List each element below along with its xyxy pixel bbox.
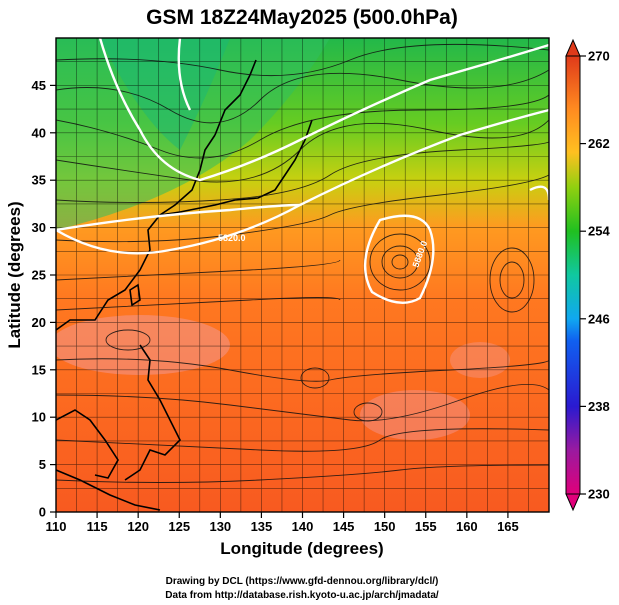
contour-5880-west — [56, 203, 301, 232]
colorbar-tick-label: 246 — [588, 311, 610, 326]
colorbar-ticks: 230 238 246 254 262 270 — [580, 49, 610, 502]
colorbar-tick-label: 262 — [588, 136, 610, 151]
streamline — [56, 259, 341, 281]
colorbar: 230 238 246 254 262 270 — [565, 38, 610, 512]
x-tick-label: 135 — [251, 519, 273, 534]
streamline — [56, 297, 341, 311]
y-tick-label: 40 — [32, 125, 46, 140]
x-tick-label: 155 — [415, 519, 437, 534]
vortex-ring — [300, 367, 330, 389]
philippines-coastline — [124, 344, 181, 481]
height-contours — [56, 38, 549, 304]
vortex-ring — [381, 245, 419, 279]
warm-patch-far-east — [450, 342, 510, 378]
y-tick-label: 10 — [32, 410, 46, 425]
warm-patch-east — [360, 390, 470, 440]
contour-trough — [177, 38, 192, 111]
streamline — [56, 174, 549, 243]
plot-area: 5820.0 5880.0 — [56, 38, 549, 512]
vortex-ring — [499, 261, 525, 299]
colorbar-tick-label: 270 — [588, 49, 610, 64]
vortex-ring — [353, 402, 383, 422]
colorbar-tick-label: 230 — [588, 487, 610, 502]
x-tick-label: 125 — [168, 519, 190, 534]
streamline — [56, 383, 549, 422]
vortex-ring — [105, 329, 151, 351]
indonesia-coastline — [56, 469, 161, 511]
y-tick-label: 15 — [32, 362, 46, 377]
y-tick-label: 45 — [32, 78, 46, 93]
x-tick-label: 145 — [333, 519, 355, 534]
y-tick-label: 30 — [32, 220, 46, 235]
streamline — [56, 43, 549, 77]
x-tick-label: 140 — [292, 519, 314, 534]
x-tick-label: 115 — [87, 519, 108, 534]
vortex-ring — [369, 233, 431, 291]
contour-5760 — [98, 38, 549, 182]
streamline — [56, 358, 549, 382]
colorbar-min-arrow — [565, 493, 581, 512]
x-tick-label: 165 — [497, 519, 519, 534]
streamline — [56, 464, 549, 483]
streamline — [56, 94, 549, 159]
colorbar-tick-label: 254 — [588, 224, 610, 239]
x-axis-label: Longitude (degrees) — [220, 539, 383, 558]
wind-streamlines — [56, 43, 549, 483]
x-tick-label: 110 — [46, 519, 67, 534]
credit-drawing: Drawing by DCL (https://www.gfd-dennou.o… — [166, 576, 439, 587]
colorbar-max-arrow — [565, 38, 581, 57]
colorbar-scale — [565, 55, 581, 495]
contour-label: 5820.0 — [218, 233, 246, 243]
asia-coastline — [56, 134, 216, 331]
warm-patch-west — [56, 315, 230, 375]
streamline — [56, 140, 549, 203]
x-tick-label: 160 — [456, 519, 478, 534]
taiwan-coastline — [129, 283, 141, 307]
colorbar-tick-label: 238 — [588, 399, 610, 414]
streamline — [56, 119, 549, 183]
y-axis-ticks: 0 5 10 15 20 25 30 35 40 45 — [32, 78, 56, 520]
credit-data: Data from http://database.rish.kyoto-u.a… — [165, 590, 439, 601]
x-tick-label: 120 — [127, 519, 149, 534]
x-tick-label: 130 — [209, 519, 231, 534]
sakhalin-coastline — [214, 59, 257, 136]
contour-5880-high — [363, 214, 435, 304]
y-tick-label: 35 — [32, 173, 46, 188]
borneo-coastline — [56, 409, 119, 479]
y-tick-label: 0 — [39, 505, 46, 520]
vortex-ring — [489, 247, 535, 313]
y-axis-label: Latitude (degrees) — [5, 201, 24, 348]
chart-title: GSM 18Z24May2025 (500.0hPa) — [146, 6, 458, 29]
x-axis-ticks: 110 115 120 125 130 135 140 145 150 155 160 165 — [46, 512, 519, 534]
streamline — [56, 428, 549, 452]
vortex-ring — [391, 254, 409, 270]
y-tick-label: 5 — [39, 457, 46, 472]
y-tick-label: 20 — [32, 315, 46, 330]
streamline — [56, 69, 549, 124]
y-tick-label: 25 — [32, 268, 46, 283]
x-tick-label: 150 — [374, 519, 396, 534]
